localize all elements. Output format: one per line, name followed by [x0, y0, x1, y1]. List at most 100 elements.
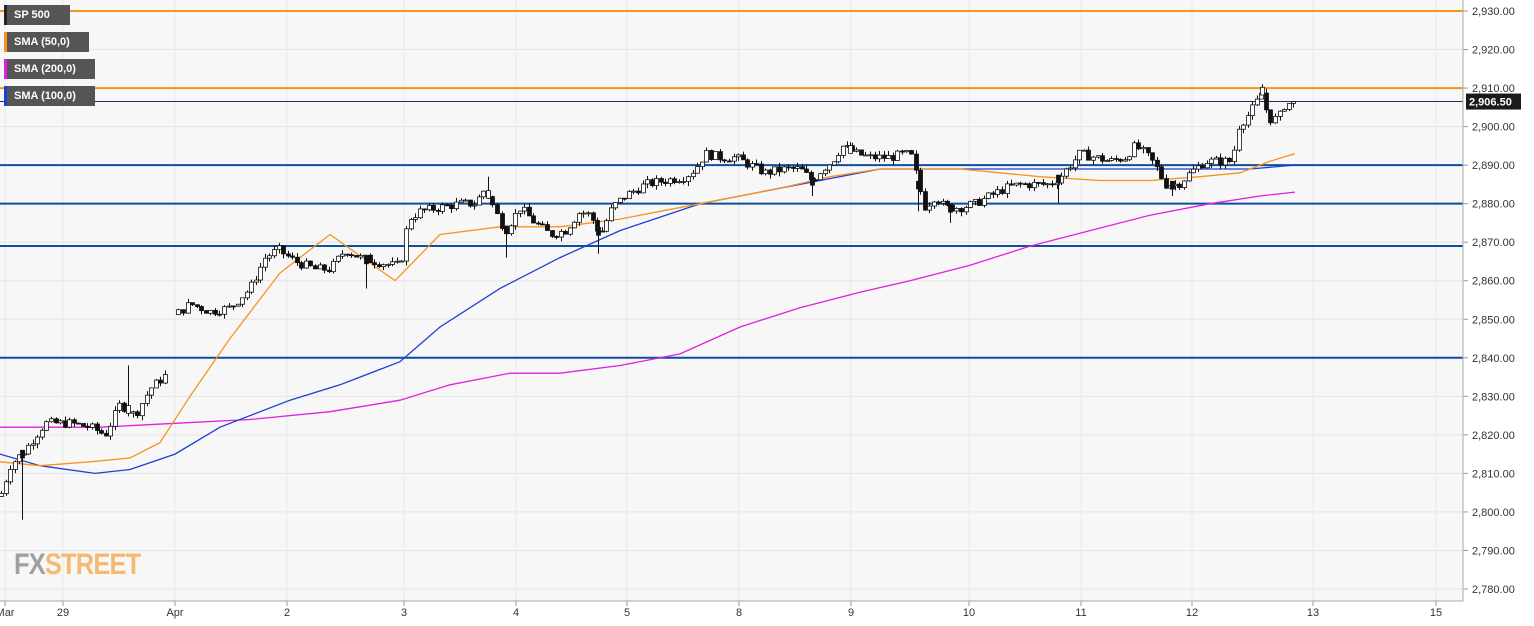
legend-item-sp500[interactable]: SP 500 — [4, 5, 70, 25]
candle-body — [277, 245, 282, 251]
candle-body — [149, 387, 154, 396]
legend-swatch-sma200 — [4, 59, 7, 79]
x-tick-label: 13 — [1307, 607, 1319, 619]
candle-body — [8, 469, 13, 483]
candle-body — [1214, 157, 1219, 160]
y-tick-label: 2,800.00 — [1472, 507, 1515, 519]
candle-body — [1255, 98, 1260, 106]
candle-body — [76, 422, 81, 425]
candle-body — [1209, 158, 1214, 164]
candle-body — [586, 212, 591, 215]
candle-body — [1018, 182, 1023, 185]
candle-body — [1096, 155, 1101, 158]
candle-body — [1050, 183, 1055, 186]
candle-body — [1241, 124, 1246, 130]
candle-body — [882, 154, 887, 159]
candle-body — [1291, 101, 1296, 104]
current-price-label: 2,906.50 — [1469, 97, 1512, 109]
candle-body — [272, 249, 277, 257]
candle-body — [941, 200, 946, 204]
candle-body — [1036, 182, 1041, 184]
candle-body — [1237, 128, 1242, 151]
candle-body — [117, 402, 122, 411]
candle-body — [1086, 149, 1091, 161]
candle-body — [158, 379, 163, 384]
candle-body — [577, 213, 582, 223]
candle-body — [932, 201, 937, 207]
x-tick-label: 15 — [1430, 607, 1442, 619]
candle-body — [810, 177, 815, 186]
candle-body — [895, 150, 900, 161]
candle-body — [40, 429, 45, 438]
candle-body — [750, 163, 755, 168]
candle-body — [213, 309, 218, 315]
legend-item-sma200[interactable]: SMA (200,0) — [4, 59, 95, 79]
candle-body — [916, 180, 921, 190]
candle-body — [727, 160, 732, 163]
candle-body — [1077, 149, 1082, 161]
candle-body — [713, 151, 718, 160]
fxstreet-logo: FXSTREET — [14, 548, 141, 582]
candle-body — [131, 411, 136, 414]
candle-body — [1005, 183, 1010, 194]
candle-body — [572, 221, 577, 229]
candle-body — [823, 169, 828, 175]
sma200-line — [0, 191, 1296, 428]
candle-body — [568, 227, 573, 235]
x-tick-label: Apr — [166, 607, 183, 619]
candle-body — [1114, 158, 1119, 160]
candle-body — [613, 202, 618, 209]
x-tick-label: Mar — [0, 607, 15, 619]
candle-body — [463, 199, 468, 202]
candle-body — [545, 224, 550, 231]
candle-body — [1246, 115, 1251, 126]
candle-body — [249, 281, 254, 293]
y-tick-label: 2,780.00 — [1472, 584, 1515, 596]
candle-body — [472, 204, 477, 207]
candle-body — [290, 255, 295, 258]
candle-body — [709, 150, 714, 160]
y-tick-label: 2,810.00 — [1472, 468, 1515, 480]
candle-body — [948, 204, 953, 213]
candle-body — [113, 410, 118, 427]
y-tick-label: 2,900.00 — [1472, 122, 1515, 134]
candle-body — [863, 154, 868, 157]
candle-body — [827, 164, 832, 171]
legend-item-sma50[interactable]: SMA (50,0) — [4, 32, 89, 52]
candle-body — [95, 423, 100, 431]
candle-body — [454, 201, 459, 210]
candle-body — [4, 481, 9, 494]
candle-body — [35, 436, 40, 445]
candle-body — [1023, 183, 1028, 186]
candle-body — [222, 306, 227, 315]
candle-body — [1223, 157, 1228, 166]
candle-body — [395, 260, 400, 263]
candle-body — [554, 236, 559, 238]
candle-body — [954, 208, 959, 212]
legend-item-sma100[interactable]: SMA (100,0) — [4, 86, 95, 106]
candle-body — [641, 183, 646, 194]
legend-label-sp500: SP 500 — [14, 9, 50, 21]
candle-body — [140, 403, 145, 417]
sma100-line — [0, 164, 1296, 475]
candle-body — [604, 220, 609, 232]
candle-body — [686, 176, 691, 182]
candle-body — [349, 254, 354, 257]
candle-body — [1141, 147, 1146, 150]
candle-body — [85, 425, 90, 428]
candle-body — [1196, 165, 1201, 170]
candle-body — [800, 166, 805, 170]
candle-body — [381, 264, 386, 268]
candle-body — [964, 207, 969, 213]
candle-body — [199, 306, 204, 312]
candle-body — [245, 291, 250, 299]
candle-body — [677, 181, 682, 184]
candle-body — [1200, 165, 1205, 169]
candle-body — [596, 227, 601, 236]
candle-body — [763, 169, 768, 175]
candle-body — [513, 213, 518, 227]
legend-swatch-sp500 — [4, 5, 7, 25]
y-tick-label: 2,790.00 — [1472, 545, 1515, 557]
candle-body — [31, 443, 36, 446]
